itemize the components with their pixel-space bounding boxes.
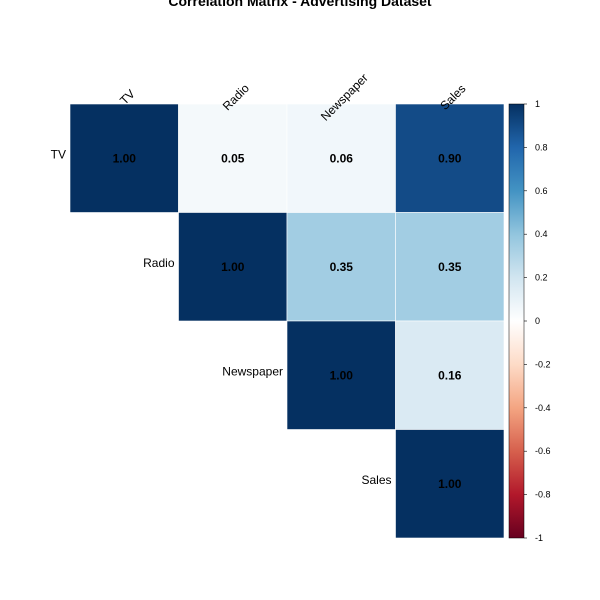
colorbar-tick-label: -0.8 — [535, 490, 551, 500]
cell-value-label: 1.00 — [330, 368, 354, 382]
heatmap-cell-radio-radio — [178, 212, 288, 322]
colorbar-tick-label: -0.6 — [535, 446, 551, 456]
row-label-sales: Sales — [361, 473, 391, 487]
cell-value-label: 1.00 — [438, 477, 462, 491]
colorbar-tick-label: 0.4 — [535, 229, 548, 239]
cell-value-label: 1.00 — [221, 260, 245, 274]
heatmap-cell-tv-sales — [395, 103, 505, 213]
row-label-tv: TV — [51, 147, 66, 161]
heatmap-cell-tv-newspaper — [286, 103, 396, 213]
colorbar-tick-label: 0 — [535, 316, 540, 326]
cell-value-label: 0.35 — [330, 260, 354, 274]
cell-value-label: 0.16 — [438, 368, 462, 382]
heatmap-cell-sales-sales — [395, 429, 505, 539]
colorbar-tick-label: 0.8 — [535, 142, 548, 152]
colorbar-tick-label: -0.2 — [535, 359, 551, 369]
heatmap-cell-radio-newspaper — [286, 212, 396, 322]
cell-value-label: 0.06 — [330, 151, 354, 165]
cell-value-label: 0.90 — [438, 151, 462, 165]
heatmap-cell-newspaper-newspaper — [286, 320, 396, 430]
cell-value-label: 0.35 — [438, 260, 462, 274]
row-label-newspaper: Newspaper — [222, 364, 283, 378]
heatmap-cell-tv-tv — [69, 103, 179, 213]
cell-value-label: 0.05 — [221, 151, 245, 165]
colorbar-tick-label: -0.4 — [535, 403, 551, 413]
cell-value-label: 1.00 — [113, 151, 137, 165]
heatmap-cell-tv-radio — [178, 103, 288, 213]
heatmap-cell-radio-sales — [395, 212, 505, 322]
row-labels: TV Radio Newspaper Sales — [51, 147, 392, 487]
colorbar-tick-label: -1 — [535, 533, 543, 543]
colorbar: 1 0.8 0.6 0.4 0.2 0 -0.2 -0.4 -0.6 -0.8 -1 — [508, 99, 551, 543]
row-label-radio: Radio — [143, 256, 175, 270]
colorbar-tick-label: 0.2 — [535, 273, 548, 283]
heatmap-cells: 1.00 0.05 0.06 0.90 1.00 0.35 0.35 1.00 0.16 1.00 — [69, 103, 505, 539]
chart-title: Correlation Matrix - Advertising Dataset — [168, 0, 432, 9]
colorbar-tick-label: 1 — [535, 99, 540, 109]
colorbar-gradient — [508, 103, 525, 539]
colorbar-tick-label: 0.6 — [535, 186, 548, 196]
